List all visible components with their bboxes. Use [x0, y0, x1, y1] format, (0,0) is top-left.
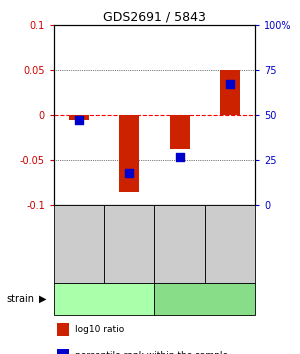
Text: log10 ratio: log10 ratio [75, 325, 124, 334]
Bar [119, 115, 140, 192]
Point [77, 118, 82, 123]
Text: dominant negative: dominant negative [158, 294, 251, 304]
Point [127, 170, 132, 176]
Text: wild type: wild type [82, 294, 127, 304]
Bar [220, 70, 240, 115]
Text: GSM175765: GSM175765 [225, 219, 234, 270]
Text: strain: strain [6, 294, 34, 304]
Point [227, 81, 232, 87]
Bar [69, 115, 89, 120]
Text: percentile rank within the sample: percentile rank within the sample [75, 351, 228, 354]
Text: GSM176606: GSM176606 [75, 219, 84, 270]
Text: GSM175764: GSM175764 [175, 219, 184, 270]
Title: GDS2691 / 5843: GDS2691 / 5843 [103, 11, 206, 24]
Text: GSM176611: GSM176611 [125, 219, 134, 270]
Bar [169, 115, 190, 149]
Text: ▶: ▶ [39, 294, 46, 304]
Point [177, 154, 182, 159]
